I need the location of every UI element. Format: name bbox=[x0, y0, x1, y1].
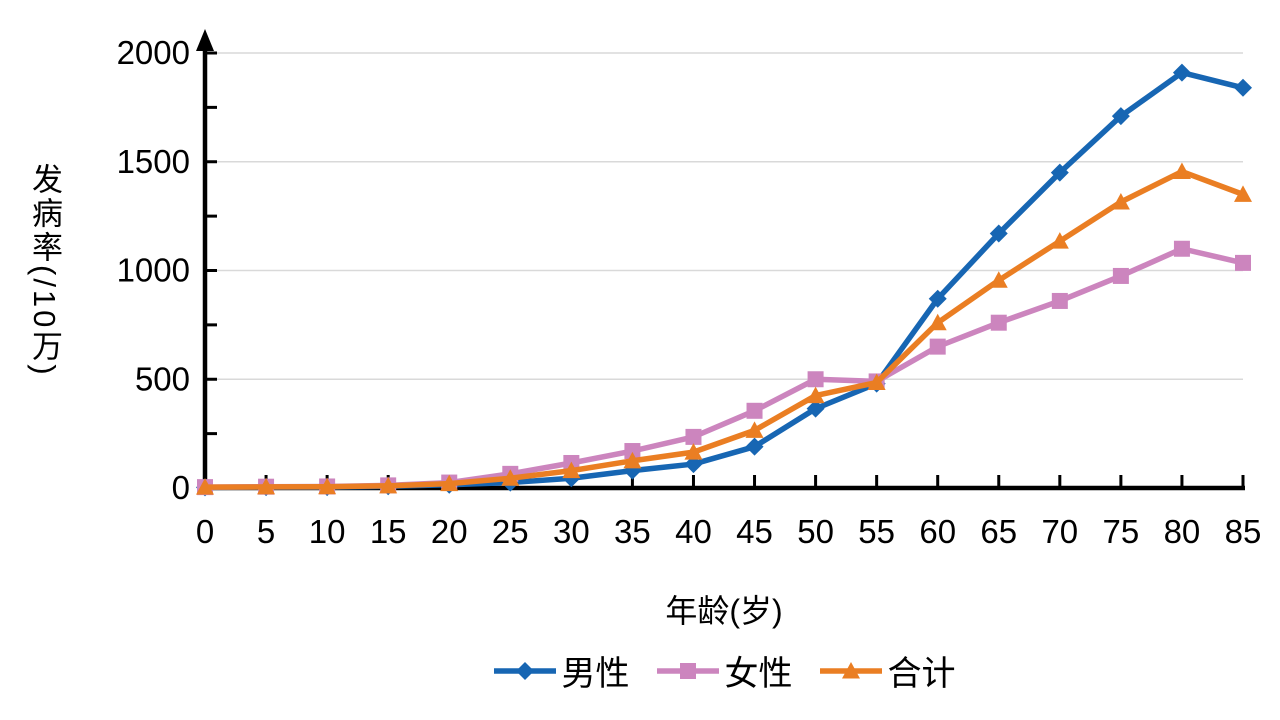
series-point-male bbox=[745, 437, 764, 456]
legend-marker-male-icon bbox=[493, 661, 556, 680]
series-point-male bbox=[1050, 163, 1069, 182]
y-axis-arrow-icon bbox=[196, 29, 214, 51]
x-tick-label: 10 bbox=[309, 513, 346, 550]
x-tick-label: 20 bbox=[431, 513, 468, 550]
series-point-total bbox=[440, 474, 459, 492]
series-point-total bbox=[806, 386, 825, 404]
x-tick-label: 40 bbox=[675, 513, 712, 550]
x-tick-label: 45 bbox=[736, 513, 773, 550]
legend-item-male: 男性 bbox=[493, 646, 630, 695]
series-point-total bbox=[1050, 232, 1069, 249]
series-point-male bbox=[1234, 78, 1252, 97]
series-point-female bbox=[1235, 254, 1251, 271]
series-point-total bbox=[501, 469, 520, 486]
series-line-female bbox=[204, 246, 1244, 490]
series-point-male bbox=[989, 224, 1008, 243]
x-tick-label: 15 bbox=[370, 513, 407, 550]
series-point-total bbox=[928, 313, 947, 331]
series-point-total bbox=[1111, 192, 1130, 210]
x-tick-label: 55 bbox=[858, 513, 895, 550]
legend-marker-total-icon bbox=[819, 661, 882, 678]
y-tick-label: 0 bbox=[172, 469, 190, 506]
legend-glyph-male bbox=[515, 661, 534, 680]
series-point-total bbox=[379, 476, 398, 494]
legend-glyph-female bbox=[679, 662, 696, 679]
y-tick-label: 500 bbox=[135, 360, 190, 397]
series-point-female bbox=[746, 402, 763, 419]
y-axis-title: 发病率(/10万) bbox=[27, 163, 62, 378]
legend-label-male: 男性 bbox=[561, 655, 630, 693]
x-tick-label: 30 bbox=[553, 513, 590, 550]
series-point-male bbox=[806, 399, 825, 418]
series-point-total bbox=[989, 271, 1008, 288]
x-tick-label: 0 bbox=[196, 513, 214, 550]
x-tick-label: 5 bbox=[257, 513, 275, 550]
x-tick-label: 75 bbox=[1103, 513, 1140, 550]
legend-marker-female-icon bbox=[656, 662, 719, 679]
x-tick-label: 70 bbox=[1041, 513, 1078, 550]
series-point-total bbox=[562, 461, 581, 479]
legend-label-female: 女性 bbox=[724, 655, 793, 693]
series-point-total bbox=[1234, 185, 1252, 202]
series-point-female bbox=[1051, 292, 1068, 309]
y-tick-label: 1000 bbox=[117, 252, 190, 289]
x-tick-label: 35 bbox=[614, 513, 651, 550]
series-point-total bbox=[623, 451, 642, 469]
series-point-total bbox=[196, 478, 214, 495]
series-point-total bbox=[867, 373, 886, 391]
legend-item-total: 合计 bbox=[819, 646, 956, 695]
legend: 男性 女性 合计 bbox=[205, 646, 1243, 695]
series-point-total bbox=[1172, 162, 1191, 180]
x-tick-label: 50 bbox=[797, 513, 834, 550]
series-point-total bbox=[257, 477, 276, 495]
series-point-male bbox=[928, 289, 947, 308]
y-tick-label: 1500 bbox=[117, 143, 190, 180]
series-point-female bbox=[685, 428, 702, 445]
series-point-female bbox=[807, 371, 824, 388]
x-axis-title: 年龄(岁) bbox=[665, 593, 783, 629]
x-tick-label: 65 bbox=[980, 513, 1017, 550]
series-point-total bbox=[318, 477, 337, 495]
series-point-female bbox=[624, 443, 641, 460]
legend-glyph-total bbox=[841, 661, 860, 678]
x-tick-label: 60 bbox=[919, 513, 956, 550]
series-point-male bbox=[1172, 63, 1191, 82]
series-point-male bbox=[1111, 107, 1130, 126]
series-line-total bbox=[204, 168, 1244, 490]
series-point-female bbox=[929, 338, 946, 355]
x-tick-label: 85 bbox=[1225, 513, 1262, 550]
x-tick-label: 25 bbox=[492, 513, 529, 550]
series-point-female bbox=[1173, 240, 1190, 257]
legend-item-female: 女性 bbox=[656, 646, 793, 695]
series-point-total bbox=[745, 421, 764, 438]
plot-area: 0 500 1000 1500 2000 0 5 10 15 20 25 30 35 40 45 50 55 60… bbox=[117, 29, 1262, 550]
y-tick-label: 2000 bbox=[117, 34, 190, 71]
series-point-total bbox=[684, 443, 703, 460]
x-tick-label: 80 bbox=[1164, 513, 1201, 550]
series-point-female bbox=[990, 314, 1007, 331]
legend-label-total: 合计 bbox=[887, 655, 956, 693]
series-point-female bbox=[1112, 267, 1129, 284]
